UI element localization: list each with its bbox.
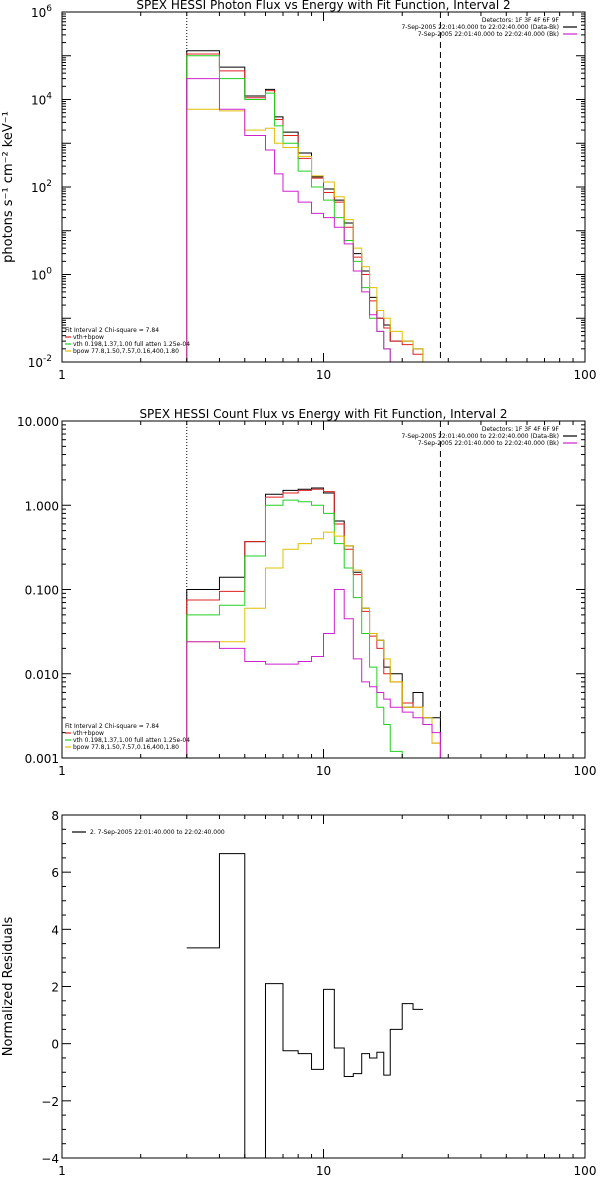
legend-entry-text: vth 0.198,1.37,1.00 full atten 1.25e-04: [73, 737, 190, 744]
legend-bottom: Fit Interval 2 Chi-square = 7.84vth+bpow…: [65, 327, 190, 355]
legend-entry-text: vth 0.198,1.37,1.00 full atten 1.25e-04: [73, 341, 190, 348]
y-tick-label: 0.100: [25, 584, 59, 598]
legend-entry-text: bpow 77.8,1.50,7.57,0.16,400,1.80: [73, 744, 179, 751]
y-axis-label: Normalized Residuals: [1, 917, 16, 1057]
count-flux-panel: SPEX HESSI Count Flux vs Energy with Fit…: [17, 407, 596, 778]
y-tick-label-base: 10: [31, 6, 46, 20]
legend-entry-text: 7-Sep-2005 22:01:40.000 to 22:02:40.000 …: [401, 24, 559, 31]
legend-entry-text: vth+bpow: [73, 334, 104, 341]
y-tick-label: 1.000: [25, 499, 59, 513]
legend-entry-text: Detectors: 1F 3F 4F 6F 9F: [482, 17, 560, 24]
x-tick-label: 100: [574, 368, 597, 382]
photon-flux-panel: SPEX HESSI Photon Flux vs Energy with Fi…: [1, 0, 596, 382]
legend-entry-text: 2. 7-Sep-2005 22:01:40.000 to 22:02:40.0…: [90, 829, 225, 836]
chart-title: SPEX HESSI Count Flux vs Energy with Fit…: [139, 407, 507, 421]
legend-entry-text: Fit Interval 2 Chi-square = 7.84: [65, 723, 159, 730]
y-tick-label-base: 10: [31, 94, 46, 108]
x-tick-label: 1: [58, 368, 66, 382]
y-tick-label-exponent: 2: [46, 179, 52, 189]
y-tick-label-base: 10: [31, 269, 46, 283]
y-tick-label: 102: [31, 179, 52, 195]
y-tick-label-base: 10: [31, 181, 46, 195]
series-line-residuals: [186, 853, 423, 1158]
legend-entry-text: 7-Sep-2005 22:01:40.000 to 22:02:40.000 …: [401, 433, 559, 440]
y-tick-label: −2: [41, 1095, 59, 1109]
y-tick-label: 10.000: [17, 415, 59, 429]
legend-entry-text: vth+bpow: [73, 730, 104, 737]
series-line-bpow: [186, 108, 424, 362]
series-line-bk: [186, 589, 441, 758]
y-tick-label: 0.010: [25, 668, 59, 682]
y-tick-label: −4: [41, 1152, 59, 1166]
y-axis-label: photons s⁻¹ cm⁻² keV⁻¹: [1, 111, 16, 263]
y-tick-label: 8: [51, 809, 59, 823]
legend-top: 2. 7-Sep-2005 22:01:40.000 to 22:02:40.0…: [72, 829, 225, 836]
y-tick-label-base: 10: [28, 356, 43, 370]
series-line-bpow: [186, 531, 441, 758]
x-tick-label: 1: [58, 1164, 66, 1178]
x-tick-label: 10: [316, 368, 331, 382]
x-tick-label: 1: [58, 764, 66, 778]
residuals-panel: 1 10 100 −4 −2 0 2 4 6 8 Normalized Residuals 2. 7-…: [1, 809, 596, 1178]
series-group: [186, 487, 441, 758]
y-tick-label-exponent: 6: [46, 4, 52, 14]
y-tick-label: 100: [31, 267, 52, 283]
y-tick-label-exponent: 0: [46, 267, 52, 277]
legend-entry-text: 7-Sep-2005 22:01:40.000 to 22:02:40.000 …: [418, 31, 559, 38]
legend-entry-text: Detectors: 1F 3F 4F 6F 9F: [482, 426, 560, 433]
y-tick-label: 0.001: [25, 752, 59, 766]
x-tick-label: 100: [574, 1164, 597, 1178]
legend-top: Detectors: 1F 3F 4F 6F 9F7-Sep-2005 22:0…: [401, 17, 577, 38]
legend-top: Detectors: 1F 3F 4F 6F 9F7-Sep-2005 22:0…: [401, 426, 577, 447]
series-group: [186, 853, 423, 1158]
y-tick-label: 4: [51, 923, 59, 937]
x-tick-label: 10: [316, 1164, 331, 1178]
legend-entry-text: Fit Interval 2 Chi-square = 7.84: [65, 327, 159, 334]
chart-title: SPEX HESSI Photon Flux vs Energy with Fi…: [136, 0, 510, 12]
legend-entry-text: bpow 77.8,1.50,7.57,0.16,400,1.80: [73, 348, 179, 355]
y-tick-label-exponent: -2: [43, 354, 52, 364]
y-tick-label: 0: [51, 1038, 59, 1052]
series-group: [186, 50, 424, 362]
y-tick-label-exponent: 4: [46, 92, 52, 102]
legend-entry-text: 7-Sep-2005 22:01:40.000 to 22:02:40.000 …: [418, 440, 559, 447]
y-tick-label: 10-2: [28, 354, 52, 370]
y-tick-label: 2: [51, 981, 59, 995]
y-tick-label: 106: [31, 4, 52, 20]
y-tick-label: 104: [31, 92, 52, 108]
x-tick-label: 100: [574, 764, 597, 778]
legend-bottom: Fit Interval 2 Chi-square = 7.84vth+bpow…: [65, 723, 190, 751]
x-tick-label: 10: [316, 764, 331, 778]
series-line-vth: [186, 499, 441, 758]
series-line-bk: [186, 78, 424, 362]
y-tick-label: 6: [51, 866, 59, 880]
